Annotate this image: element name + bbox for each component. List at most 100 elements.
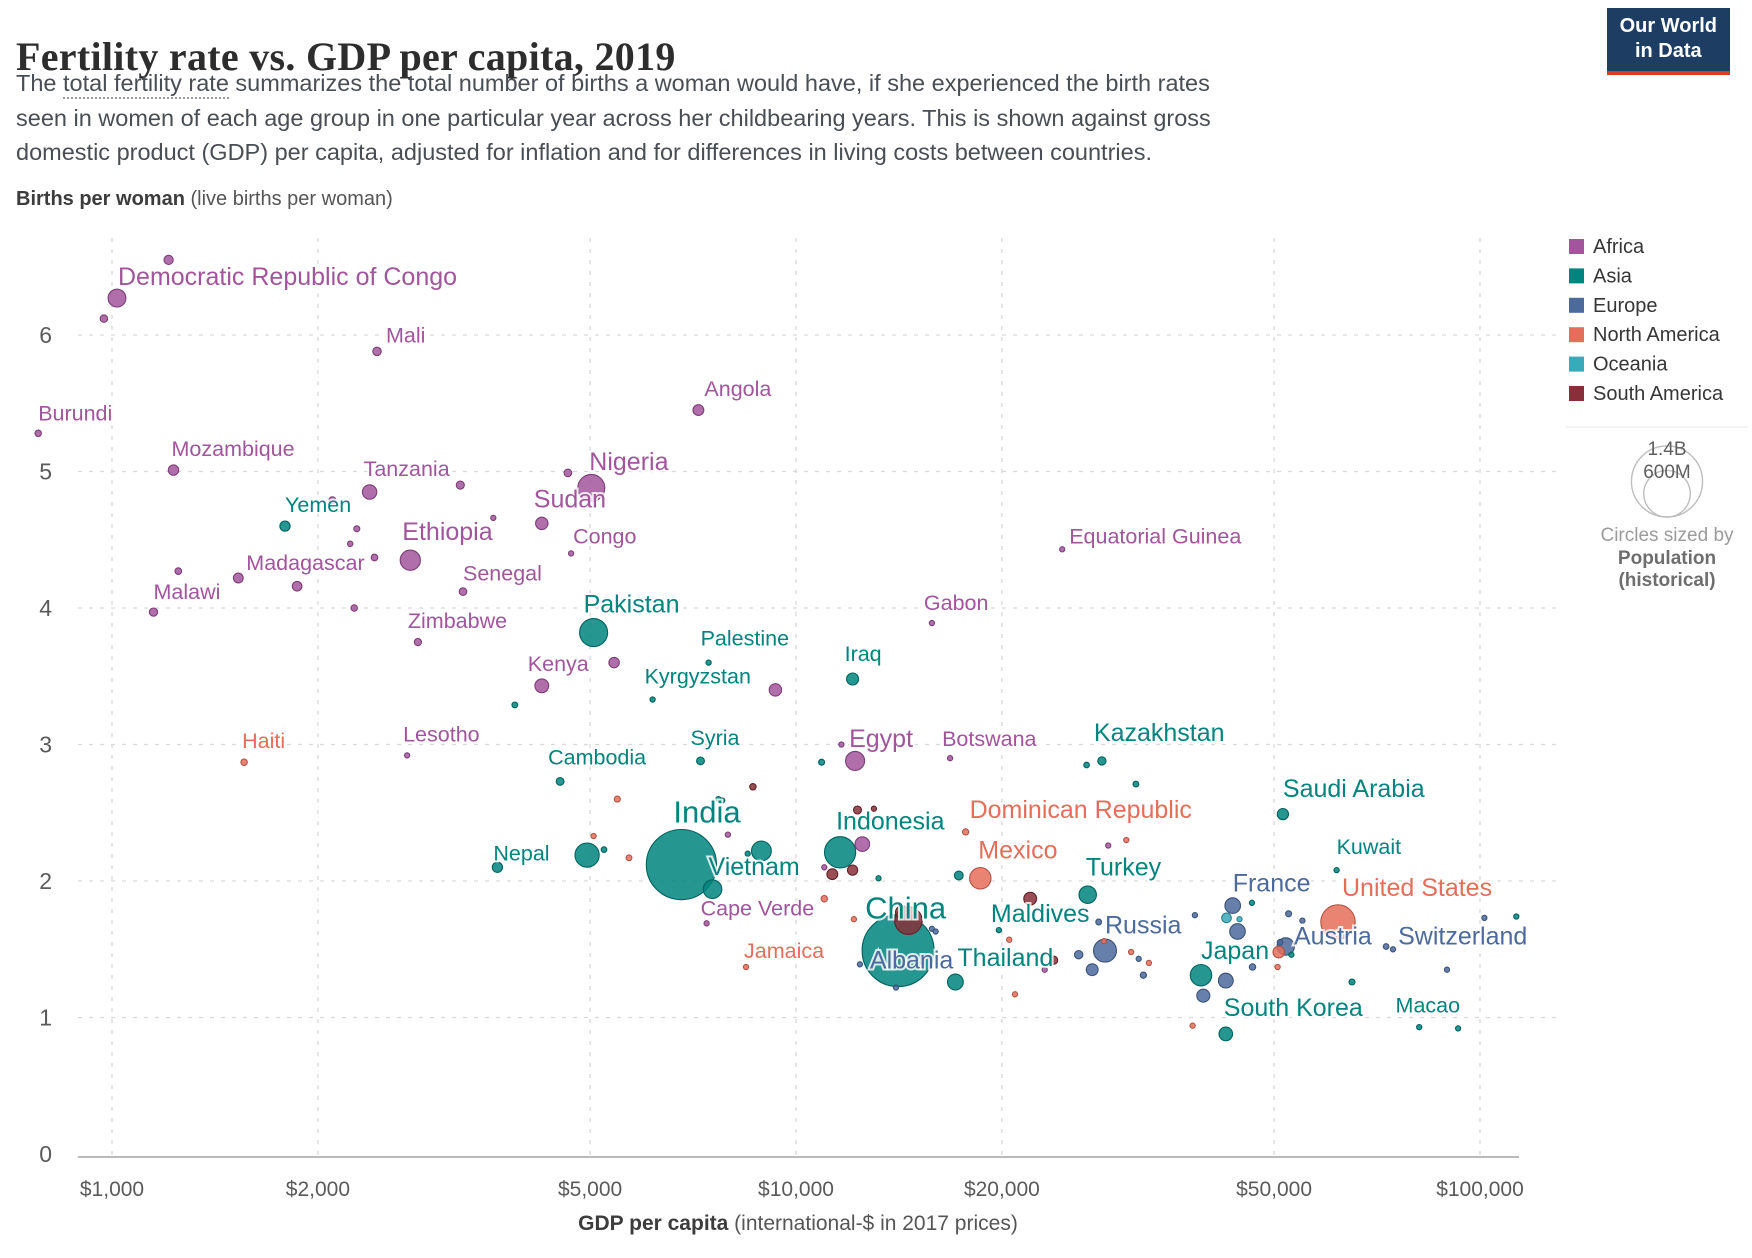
data-point[interactable] bbox=[1248, 899, 1256, 906]
country-label-austria[interactable]: Austria bbox=[1292, 920, 1374, 952]
country-label-nigeria[interactable]: Nigeria bbox=[587, 446, 670, 478]
data-point[interactable] bbox=[613, 795, 621, 803]
country-label-burundi[interactable]: Burundi bbox=[36, 399, 114, 427]
legend-item-africa[interactable]: Africa bbox=[1569, 236, 1645, 258]
legend-item-south-america[interactable]: South America bbox=[1569, 383, 1724, 405]
country-label-mozambique[interactable]: Mozambique bbox=[170, 435, 297, 463]
country-label-iraq[interactable]: Iraq bbox=[843, 640, 884, 668]
data-point-pakistan[interactable] bbox=[579, 618, 609, 648]
data-point-democratic-republic-of-congo[interactable] bbox=[107, 288, 127, 308]
data-point[interactable] bbox=[1285, 910, 1293, 918]
country-label-senegal[interactable]: Senegal bbox=[461, 560, 544, 588]
data-point[interactable] bbox=[1041, 966, 1048, 973]
data-point-cambodia[interactable] bbox=[555, 776, 565, 786]
country-label-indonesia[interactable]: Indonesia bbox=[834, 805, 947, 837]
data-point[interactable] bbox=[291, 580, 303, 592]
total-fertility-rate-link[interactable]: total fertility rate bbox=[63, 70, 229, 99]
data-point[interactable] bbox=[1145, 959, 1153, 967]
data-point-haiti[interactable] bbox=[240, 758, 248, 766]
country-label-kazakhstan[interactable]: Kazakhstan bbox=[1092, 717, 1227, 749]
data-point-senegal[interactable] bbox=[458, 587, 468, 596]
data-point-burundi[interactable] bbox=[34, 429, 42, 438]
data-point-madagascar[interactable] bbox=[232, 572, 244, 584]
data-point[interactable] bbox=[1274, 963, 1281, 971]
data-point[interactable] bbox=[1272, 945, 1286, 959]
country-label-vietnam[interactable]: Vietnam bbox=[707, 851, 802, 883]
data-point-palestine[interactable] bbox=[705, 659, 712, 666]
data-point[interactable] bbox=[846, 864, 859, 876]
country-label-mexico[interactable]: Mexico bbox=[976, 834, 1059, 866]
data-point-zimbabwe[interactable] bbox=[413, 637, 423, 647]
data-point[interactable] bbox=[953, 870, 964, 881]
country-label-yemen[interactable]: Yemen bbox=[283, 491, 353, 519]
data-point[interactable] bbox=[600, 846, 608, 853]
data-point-angola[interactable] bbox=[692, 404, 705, 417]
country-label-kyrgyzstan[interactable]: Kyrgyzstan bbox=[643, 663, 753, 691]
data-point[interactable] bbox=[1236, 916, 1243, 923]
data-point-mexico[interactable] bbox=[969, 867, 992, 890]
data-point-iraq[interactable] bbox=[846, 672, 860, 686]
country-label-cambodia[interactable]: Cambodia bbox=[546, 743, 648, 771]
data-point[interactable] bbox=[750, 840, 772, 862]
data-point[interactable] bbox=[1023, 891, 1038, 906]
data-point[interactable] bbox=[818, 758, 826, 766]
data-point-sudan[interactable] bbox=[535, 516, 549, 531]
data-point[interactable] bbox=[749, 783, 757, 791]
data-point[interactable] bbox=[1217, 972, 1234, 989]
data-point-egypt[interactable] bbox=[845, 750, 866, 771]
country-label-kenya[interactable]: Kenya bbox=[526, 650, 591, 678]
data-point[interactable] bbox=[875, 875, 882, 882]
data-point-india[interactable] bbox=[645, 828, 718, 901]
data-point[interactable] bbox=[1348, 978, 1356, 986]
data-point[interactable] bbox=[820, 894, 829, 903]
data-point[interactable] bbox=[852, 805, 863, 815]
data-point[interactable] bbox=[350, 604, 358, 612]
country-label-united-states[interactable]: United States bbox=[1340, 872, 1494, 904]
data-point-turkey[interactable] bbox=[1078, 885, 1097, 904]
owid-logo[interactable]: Our World in Data bbox=[1606, 8, 1730, 75]
data-point-kazakhstan[interactable] bbox=[1097, 756, 1107, 766]
data-point-tanzania[interactable] bbox=[361, 484, 378, 500]
data-point-mali[interactable] bbox=[372, 346, 382, 357]
country-label-madagascar[interactable]: Madagascar bbox=[244, 549, 366, 577]
data-point[interactable] bbox=[1105, 842, 1112, 849]
data-point[interactable] bbox=[1389, 946, 1397, 953]
country-label-turkey[interactable]: Turkey bbox=[1084, 852, 1164, 884]
data-point[interactable] bbox=[174, 567, 183, 575]
data-point[interactable] bbox=[1135, 955, 1142, 962]
country-label-japan[interactable]: Japan bbox=[1199, 935, 1271, 967]
data-point[interactable] bbox=[1123, 836, 1130, 844]
data-point-yemen[interactable] bbox=[279, 520, 291, 532]
data-point[interactable] bbox=[1006, 936, 1013, 943]
country-label-palestine[interactable]: Palestine bbox=[699, 625, 791, 653]
data-point[interactable] bbox=[1127, 948, 1135, 956]
data-point[interactable] bbox=[932, 928, 939, 935]
country-label-china[interactable]: China bbox=[863, 889, 949, 928]
data-point-botswana[interactable] bbox=[946, 755, 954, 762]
country-label-congo[interactable]: Congo bbox=[571, 522, 638, 550]
data-point-vietnam[interactable] bbox=[702, 879, 723, 900]
data-point-nigeria[interactable] bbox=[577, 473, 606, 502]
data-point-kuwait[interactable] bbox=[1333, 866, 1340, 874]
country-label-dominican-republic[interactable]: Dominican Republic bbox=[968, 794, 1194, 826]
country-label-france[interactable]: France bbox=[1231, 868, 1313, 900]
data-point-kyrgyzstan[interactable] bbox=[649, 696, 656, 703]
country-label-sudan[interactable]: Sudan bbox=[532, 483, 608, 515]
data-point[interactable] bbox=[838, 741, 845, 748]
data-point[interactable] bbox=[455, 480, 465, 490]
legend-item-north-america[interactable]: North America bbox=[1569, 324, 1721, 346]
data-point[interactable] bbox=[821, 864, 828, 871]
data-point-mozambique[interactable] bbox=[167, 464, 180, 476]
data-point[interactable] bbox=[1481, 914, 1488, 922]
country-label-pakistan[interactable]: Pakistan bbox=[582, 589, 682, 621]
data-point[interactable] bbox=[1248, 963, 1257, 971]
country-label-saudi-arabia[interactable]: Saudi Arabia bbox=[1281, 773, 1427, 805]
data-point-france[interactable] bbox=[1224, 897, 1242, 914]
country-label-south-korea[interactable]: South Korea bbox=[1222, 992, 1365, 1024]
data-point[interactable] bbox=[490, 514, 497, 522]
data-point[interactable] bbox=[1083, 761, 1090, 769]
country-label-maldives[interactable]: Maldives bbox=[989, 898, 1092, 930]
country-label-lesotho[interactable]: Lesotho bbox=[401, 720, 482, 748]
country-label-botswana[interactable]: Botswana bbox=[940, 725, 1038, 753]
data-point[interactable] bbox=[370, 553, 379, 562]
